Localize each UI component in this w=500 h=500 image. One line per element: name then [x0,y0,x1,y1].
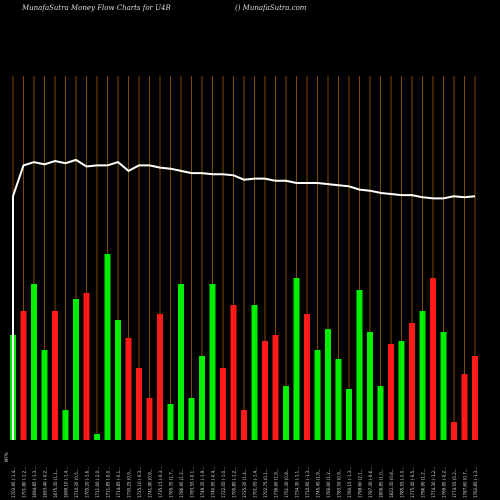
x-tick-label: 1783.50 (0.9... [337,468,342,498]
bar [241,410,247,440]
x-tick-label: 1711.60 (-2.0... [95,467,100,498]
x-tick-label: 1710.35 (0.5... [74,468,79,498]
x-tick-label: 1762.85 (-1.3... [473,467,478,498]
x-tick-label: 1749.35 (-1.9... [200,467,205,498]
bar [251,305,258,440]
x-tick-label: 1722.05 (-1.0... [221,467,226,498]
x-tick-label: 1774.30 (-1.2... [431,467,436,498]
bar [409,323,415,440]
x-tick-label: 1769.95 (-0.2... [442,467,447,498]
bar [209,284,216,440]
x-tick-label: 1786.95 (1.2... [179,468,184,498]
x-tick-label: 1701.80 (-1.2... [22,467,27,498]
bar [272,335,279,440]
bar [115,320,121,440]
x-tick-label: 1760.15 (-1.3... [347,467,352,498]
x-tick-label: 1725.10 (-0.3... [137,467,142,498]
x-tick-label: 1741.90 (0.9... [148,468,153,498]
bar [430,278,436,440]
bar [73,299,79,440]
price-line [12,158,476,440]
bar [377,386,384,440]
x-tick-label: 1736.60 (1.9... [274,468,279,498]
x-tick-label: 1806.85 (1.0... [379,468,384,498]
bar [419,311,426,440]
x-tick-label: 1699.10 (-1.4... [64,467,69,498]
x-tick-label: 1710.95 (-1.3... [305,467,310,498]
x-tick-label: 1774.55 (0.2... [452,468,457,498]
bar [451,422,457,440]
bar [367,332,373,440]
bar [178,284,184,440]
x-tick-label: 1694.85 (-1.3... [32,467,37,498]
bar [262,341,268,440]
x-tick-label: 1798.60 (2.1... [358,468,363,498]
bar [335,359,342,440]
bar [388,344,394,440]
x-tick-label: 1700.80 (-1.2... [232,467,237,498]
bar [220,368,226,440]
x-tick-label: 1751.30 (0.8... [284,468,289,498]
x-tick-label: 1711.85 (-0.0... [106,467,111,498]
bar [20,311,27,440]
bar [41,350,48,440]
bar [104,254,111,440]
bar [52,311,58,440]
bar [356,290,363,440]
bar [83,293,90,440]
x-axis-labels: 1703.95 (-1.4... 1701.80 (-1.2... 1694.85 … [11,467,478,498]
bar [188,398,195,440]
bar [230,305,237,440]
x-tick-label: 1765.35 (1.7... [169,468,174,498]
x-tick-label: 1702.75 (0.1... [263,468,268,498]
bar [136,368,142,440]
bar [199,356,205,440]
bar [472,356,478,440]
x-tick-label: 1787.60 (0.7... [463,468,468,498]
x-tick-label: 1725.35 (1.4... [242,468,247,498]
bar [325,329,331,440]
x-tick-label: 1703.95 (-1.4... [11,467,16,498]
bar [440,332,447,440]
bar [167,404,174,440]
x-tick-label: 1785.55 (-2.0... [400,467,405,498]
x-tick-label: 1714.85 (-0.1... [116,467,121,498]
bar [94,434,100,440]
x-tick-label: 1734.30 (-1.1... [295,467,300,498]
x-tick-label: 1675.35 (1.1... [53,468,58,498]
x-tick-label: 1783.55 (-0.1... [190,467,195,498]
bar [314,350,321,440]
vertical-gridlines [12,76,476,440]
bar [293,278,300,440]
chart-title: MunafaSutra Money Flow Charts for U4B [22,4,171,12]
x-tick-label: 1705.20 (-1.6... [85,467,90,498]
bar [157,314,163,440]
bar [125,338,132,440]
x-tick-label: 1796.90 (1.2... [421,468,426,498]
x-tick-label: 1775.45 (-0.5... [410,467,415,498]
x-tick-label: 1822.35 (0.8... [389,468,394,498]
site-credit: () MunafaSutra.com [235,4,307,12]
bar [283,386,289,440]
x-tick-label: 1735.15 (-0.3... [158,467,163,498]
axis-label-first: MF% [4,452,9,462]
x-tick-label: 1701.05 (-1.4... [253,467,258,498]
bar [461,374,468,440]
bar [62,410,69,440]
x-tick-label: 1745.45 (1.9... [316,468,321,498]
bar [304,314,310,440]
bar [31,284,37,440]
x-tick-label: 1740.95 (-0.4... [211,467,216,498]
line-path [12,158,476,440]
x-tick-label: 1693.40 (-0.2... [43,467,48,498]
bar [146,398,153,440]
bar [346,389,352,440]
x-tick-label: 1787.30 (-0.6... [368,467,373,498]
x-tick-label: 1766.60 (1.2... [326,468,331,498]
x-tick-label: 1730.25 (0.9... [127,468,132,498]
bar [398,341,405,440]
